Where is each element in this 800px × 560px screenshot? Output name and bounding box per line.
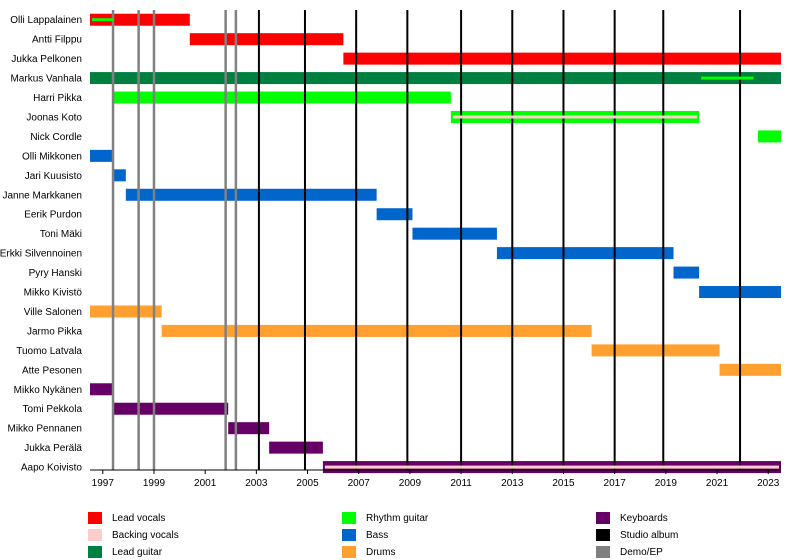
bars-layer xyxy=(90,13,781,474)
member-label: Tuomo Latvala xyxy=(16,346,82,357)
x-tick-label: 2001 xyxy=(194,478,217,489)
legend: Lead vocals Backing vocals Lead guitar Rhyt… xyxy=(0,510,800,560)
x-tick-label: 2011 xyxy=(450,478,472,489)
member-bar xyxy=(125,188,377,201)
member-bar xyxy=(90,72,781,85)
member-label: Harri Pikka xyxy=(33,93,82,104)
x-tick-label: 2007 xyxy=(348,478,371,489)
timeline-chart: Olli Lappalainen Antti Filppu Jukka Pelkon… xyxy=(0,10,781,489)
member-label: Erkki Silvennoinen xyxy=(0,249,82,260)
legend-swatch xyxy=(88,546,102,558)
x-tick-label: 2021 xyxy=(706,478,729,489)
member-sub-bar xyxy=(92,18,114,22)
legend-item: Studio album xyxy=(596,527,678,543)
member-labels-layer: Olli Lappalainen Antti Filppu Jukka Pelkon… xyxy=(0,15,82,473)
member-bar xyxy=(161,324,592,337)
x-tick-label: 1999 xyxy=(143,478,166,489)
x-tick-label: 2023 xyxy=(757,478,780,489)
member-label: Antti Filppu xyxy=(32,35,82,46)
overlay-bars-layer xyxy=(92,18,779,469)
x-tick-label: 2005 xyxy=(296,478,319,489)
member-label: Atte Pesonen xyxy=(22,365,82,376)
member-bar xyxy=(113,169,126,182)
member-bar xyxy=(496,247,674,260)
legend-swatch xyxy=(596,546,610,558)
legend-label: Drums xyxy=(366,546,396,558)
member-label: Nick Cordle xyxy=(30,132,82,143)
member-bar xyxy=(113,402,229,415)
member-bar xyxy=(719,363,781,376)
member-sub-bar xyxy=(452,115,698,119)
member-label: Toni Mäki xyxy=(40,229,82,240)
member-label: Mikko Pennanen xyxy=(8,424,83,435)
member-bar xyxy=(673,266,700,279)
member-bar xyxy=(189,33,344,46)
member-bar xyxy=(376,208,413,221)
legend-item: Rhythm guitar xyxy=(342,510,428,526)
member-label: Markus Vanhala xyxy=(10,74,82,85)
member-bar xyxy=(412,227,497,240)
member-sub-bar xyxy=(701,76,754,80)
legend-label: Keyboards xyxy=(620,512,668,524)
x-tick-label: 2003 xyxy=(245,478,268,489)
legend-swatch xyxy=(596,529,610,541)
x-axis: 1997 1999 2001 2003 2005 2007 2009 2011 2013 2015… xyxy=(90,469,781,489)
legend-swatch xyxy=(88,529,102,541)
x-tick-label: 2017 xyxy=(604,478,627,489)
member-bar xyxy=(90,305,162,318)
member-label: Olli Lappalainen xyxy=(10,15,82,26)
member-label: Mikko Kivistö xyxy=(24,288,83,299)
legend-label: Bass xyxy=(366,529,389,541)
member-bar xyxy=(90,149,114,162)
member-label: Mikko Nykänen xyxy=(14,385,82,396)
legend-swatch xyxy=(88,512,102,524)
member-label: Tomi Pekkola xyxy=(23,404,83,415)
legend-label: Demo/EP xyxy=(620,546,663,558)
x-tick-label: 2013 xyxy=(501,478,524,489)
x-tick-label: 2009 xyxy=(399,478,422,489)
member-bar xyxy=(228,422,270,435)
member-bar xyxy=(90,383,114,396)
member-bar xyxy=(113,91,451,104)
member-bar xyxy=(90,13,190,26)
legend-label: Backing vocals xyxy=(112,529,179,541)
member-label: Joonas Koto xyxy=(26,112,82,123)
legend-item: Demo/EP xyxy=(596,544,663,560)
member-label: Janne Markkanen xyxy=(3,190,83,201)
member-label: Olli Mikkonen xyxy=(22,151,82,162)
member-label: Jukka Pelkonen xyxy=(11,54,82,65)
legend-swatch xyxy=(342,529,356,541)
member-label: Jukka Perälä xyxy=(24,443,82,454)
member-label: Aapo Koivisto xyxy=(21,463,83,474)
member-bar xyxy=(591,344,720,357)
member-bar xyxy=(343,52,781,65)
member-label: Jari Kuusisto xyxy=(25,171,83,182)
member-label: Eerik Purdon xyxy=(24,210,82,221)
member-label: Jarmo Pikka xyxy=(27,326,82,337)
x-tick-label: 1997 xyxy=(92,478,115,489)
x-tick-label: 2015 xyxy=(552,478,575,489)
member-label: Ville Salonen xyxy=(24,307,82,318)
legend-item: Lead vocals xyxy=(88,510,165,526)
member-bar xyxy=(757,130,781,143)
event-lines-layer xyxy=(111,10,742,470)
member-sub-bar xyxy=(324,465,779,469)
legend-label: Studio album xyxy=(620,529,679,541)
legend-item: Keyboards xyxy=(596,510,668,526)
legend-label: Rhythm guitar xyxy=(366,512,429,524)
legend-item: Drums xyxy=(342,544,395,560)
x-tick-label: 2019 xyxy=(655,478,678,489)
legend-item: Lead guitar xyxy=(88,544,162,560)
legend-item: Backing vocals xyxy=(88,527,179,543)
legend-label: Lead guitar xyxy=(112,546,163,558)
legend-swatch xyxy=(342,546,356,558)
legend-item: Bass xyxy=(342,527,388,543)
legend-swatch xyxy=(596,512,610,524)
legend-label: Lead vocals xyxy=(112,512,166,524)
member-bar xyxy=(269,441,323,454)
member-label: Pyry Hanski xyxy=(29,268,82,279)
legend-swatch xyxy=(342,512,356,524)
